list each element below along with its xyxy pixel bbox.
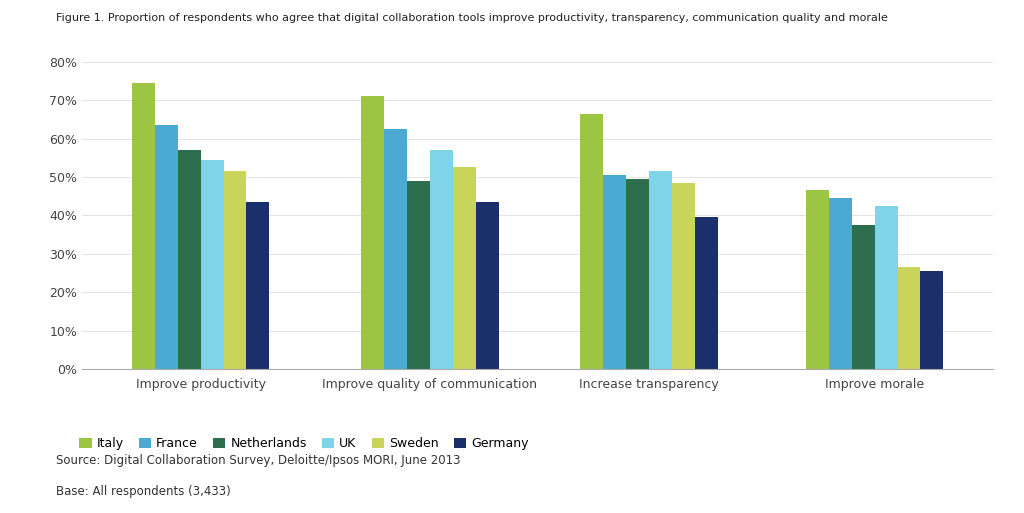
Bar: [453, 167, 476, 369]
Bar: [695, 218, 718, 369]
Text: Source: Digital Collaboration Survey, Deloitte/Ipsos MORI, June 2013: Source: Digital Collaboration Survey, De…: [56, 454, 461, 467]
Bar: [223, 171, 247, 369]
Bar: [247, 202, 269, 369]
Bar: [155, 125, 177, 369]
Text: Base: All respondents (3,433): Base: All respondents (3,433): [56, 485, 231, 498]
Text: Figure 1. Proportion of respondents who agree that digital collaboration tools i: Figure 1. Proportion of respondents who …: [56, 13, 888, 23]
Bar: [430, 150, 453, 369]
Bar: [132, 83, 155, 369]
Bar: [177, 150, 201, 369]
Bar: [407, 181, 430, 369]
Bar: [649, 171, 672, 369]
Bar: [384, 129, 407, 369]
Bar: [672, 183, 695, 369]
Bar: [921, 271, 943, 369]
Bar: [581, 113, 603, 369]
Bar: [476, 202, 499, 369]
Bar: [603, 175, 627, 369]
Legend: Italy, France, Netherlands, UK, Sweden, Germany: Italy, France, Netherlands, UK, Sweden, …: [79, 437, 528, 450]
Bar: [361, 96, 384, 369]
Bar: [201, 160, 223, 369]
Bar: [898, 267, 921, 369]
Bar: [874, 206, 898, 369]
Bar: [828, 198, 852, 369]
Bar: [806, 190, 828, 369]
Bar: [852, 225, 874, 369]
Bar: [627, 179, 649, 369]
